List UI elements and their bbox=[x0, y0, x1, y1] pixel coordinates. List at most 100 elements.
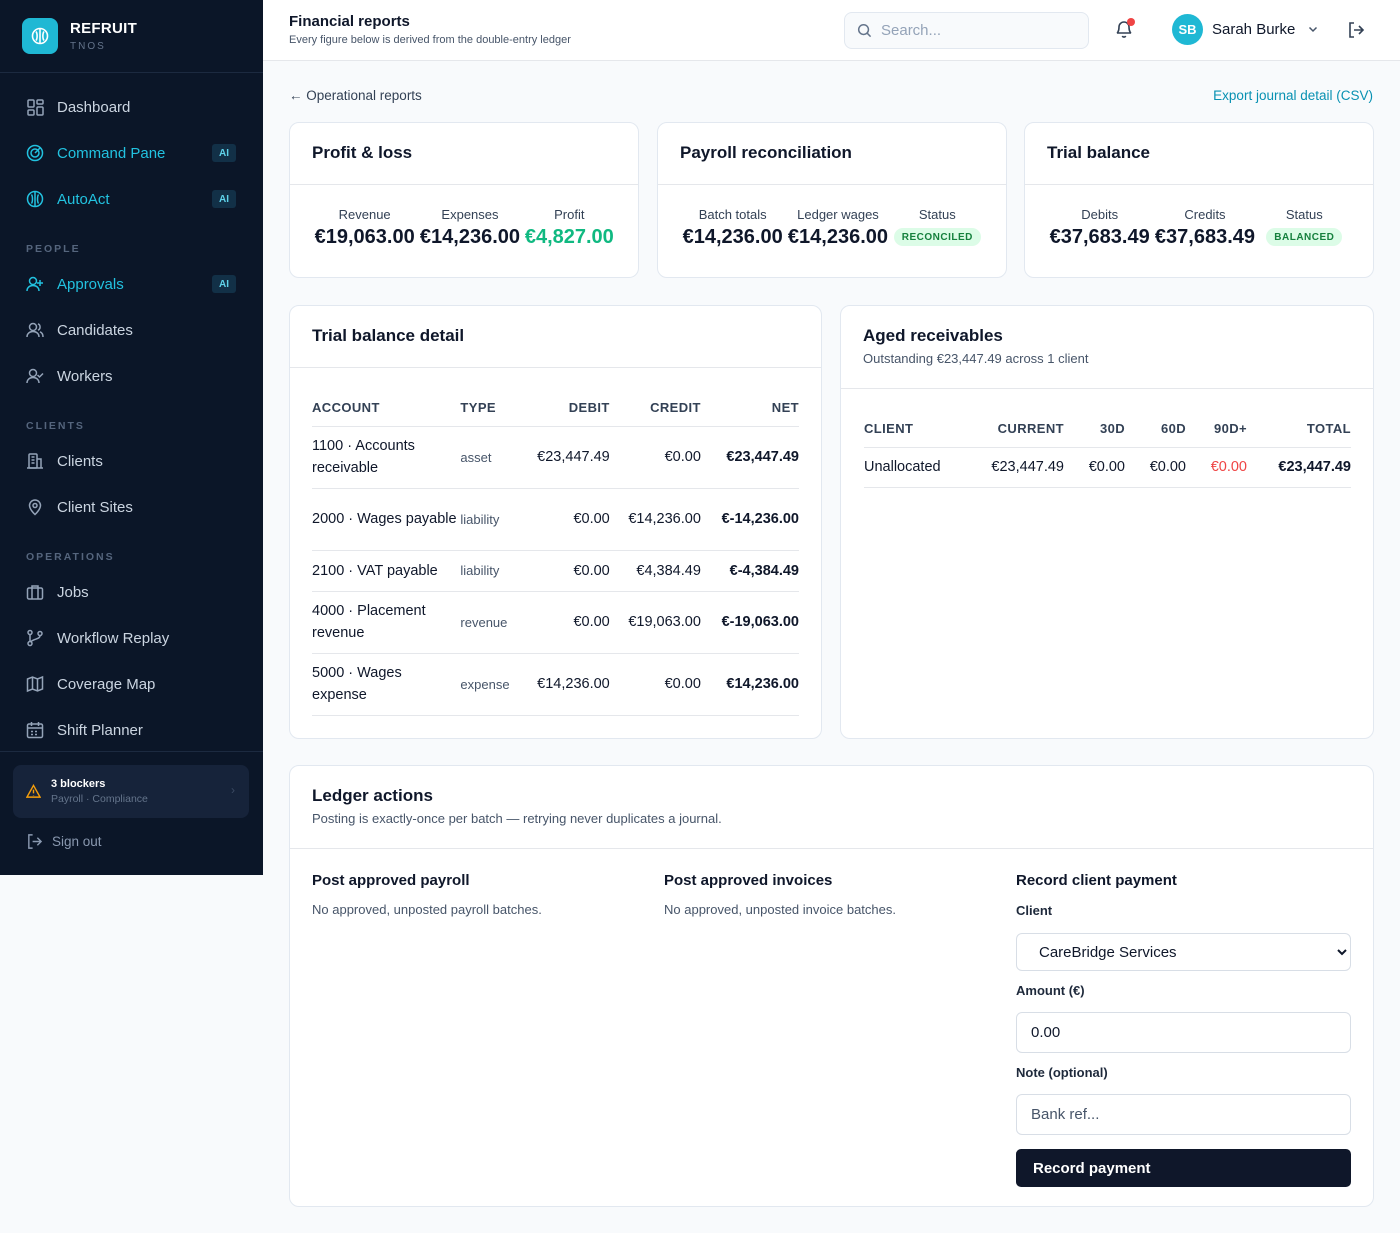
section-label-operations: OPERATIONS bbox=[26, 551, 115, 563]
status-kpi: Status RECONCILED bbox=[891, 185, 984, 249]
60d-cell: €0.00 bbox=[1125, 447, 1186, 488]
sidebar-item-candidates[interactable]: Candidates bbox=[0, 310, 263, 350]
blockers-subtitle: Payroll · Compliance bbox=[51, 793, 148, 805]
kpi-label: Batch totals bbox=[698, 207, 767, 222]
batch-totals-kpi: Batch totals €14,236.00 bbox=[680, 185, 785, 249]
status-badge: BALANCED bbox=[1266, 228, 1343, 246]
amount-input[interactable] bbox=[1016, 1012, 1351, 1053]
kpi-label: Expenses bbox=[441, 207, 499, 222]
column-header-total: TOTAL bbox=[1247, 409, 1351, 448]
command-pane-icon bbox=[26, 144, 44, 162]
notifications-button[interactable] bbox=[1114, 18, 1136, 41]
column-header-current: CURRENT bbox=[970, 409, 1064, 448]
search-box[interactable] bbox=[844, 12, 1089, 49]
card-title: Trial balance bbox=[1047, 143, 1150, 162]
type-cell: expense bbox=[460, 653, 538, 716]
calendar-icon bbox=[26, 721, 44, 739]
ai-badge: AI bbox=[212, 144, 236, 162]
empty-state-text: No approved, unposted invoice batches. bbox=[664, 902, 896, 917]
credit-cell: €0.00 bbox=[609, 426, 701, 489]
net-cell: €-14,236.00 bbox=[700, 488, 799, 551]
debit-cell: €14,236.00 bbox=[537, 653, 610, 716]
section-label-people: PEOPLE bbox=[26, 243, 81, 255]
kpi-label: Status bbox=[918, 207, 956, 222]
column-header-account: ACCOUNT bbox=[312, 388, 461, 427]
export-csv-link[interactable]: Export journal detail (CSV) bbox=[1213, 88, 1373, 103]
log-out-icon[interactable] bbox=[1346, 20, 1366, 45]
net-cell: €-19,063.00 bbox=[700, 591, 799, 654]
sidebar-item-label: Workflow Replay bbox=[57, 629, 170, 647]
table-row: 4000 · Placement revenue revenue €0.00 €… bbox=[312, 591, 799, 654]
user-name[interactable]: Sarah Burke bbox=[1212, 21, 1296, 38]
brand-subtitle: TNOS bbox=[70, 41, 106, 52]
page-subtitle: Every figure below is derived from the d… bbox=[289, 34, 571, 46]
search-input[interactable] bbox=[881, 22, 1071, 39]
debit-cell: €0.00 bbox=[537, 591, 610, 654]
sidebar-item-label: Clients bbox=[57, 452, 103, 470]
sidebar-item-command-pane[interactable]: Command Pane AI bbox=[0, 133, 263, 173]
autoact-icon bbox=[26, 190, 44, 208]
briefcase-icon bbox=[26, 583, 44, 601]
card-subtitle: Posting is exactly-once per batch — retr… bbox=[312, 811, 722, 826]
card-title: Ledger actions bbox=[312, 786, 433, 805]
table-row: 2100 · VAT payable liability €0.00 €4,38… bbox=[312, 550, 799, 592]
current-cell: €23,447.49 bbox=[970, 447, 1064, 488]
kpi-value: €14,236.00 bbox=[682, 226, 783, 248]
30d-cell: €0.00 bbox=[1064, 447, 1125, 488]
column-header-net: NET bbox=[700, 388, 799, 427]
sidebar-item-clients[interactable]: Clients bbox=[0, 441, 263, 481]
blockers-card[interactable]: 3 blockers Payroll · Compliance › bbox=[13, 765, 249, 818]
column-header-90d: 90D+ bbox=[1186, 409, 1247, 448]
sidebar-item-label: Jobs bbox=[57, 583, 89, 601]
ledger-wages-kpi: Ledger wages €14,236.00 bbox=[785, 185, 890, 249]
chevron-down-icon[interactable] bbox=[1307, 22, 1319, 40]
sidebar-item-coverage-map[interactable]: Coverage Map bbox=[0, 664, 263, 704]
section-title: Post approved invoices bbox=[664, 872, 833, 889]
warning-icon bbox=[26, 784, 41, 799]
credits-kpi: Credits €37,683.49 bbox=[1152, 185, 1257, 249]
back-link[interactable]: ← Operational reports bbox=[289, 88, 422, 103]
kpi-value: €19,063.00 bbox=[314, 226, 415, 248]
card-title: Trial balance detail bbox=[312, 326, 465, 345]
sidebar-item-workers[interactable]: Workers bbox=[0, 356, 263, 396]
sidebar-item-autoact[interactable]: AutoAct AI bbox=[0, 179, 263, 219]
kpi-label: Status bbox=[1285, 207, 1323, 222]
aged-receivables-card: Aged receivables Outstanding €23,447.49 … bbox=[840, 305, 1374, 739]
expenses-kpi: Expenses €14,236.00 bbox=[417, 185, 522, 249]
blockers-title: 3 blockers bbox=[51, 778, 106, 790]
net-cell: €14,236.00 bbox=[700, 653, 799, 716]
profit-kpi: Profit €4,827.00 bbox=[523, 185, 616, 249]
kpi-value: €4,827.00 bbox=[524, 226, 614, 248]
sidebar-item-label: AutoAct bbox=[57, 190, 110, 208]
sidebar-item-approvals[interactable]: Approvals AI bbox=[0, 264, 263, 304]
section-label-clients: CLIENTS bbox=[26, 420, 85, 432]
brand[interactable]: REFRUIT TNOS bbox=[0, 0, 263, 73]
client-select[interactable]: CareBridge Services bbox=[1016, 933, 1351, 971]
avatar[interactable]: SB bbox=[1172, 14, 1203, 45]
payroll-reconciliation-card: Payroll reconciliation Batch totals €14,… bbox=[657, 122, 1007, 278]
sign-out-button[interactable]: Sign out bbox=[26, 833, 102, 850]
account-cell: 5000 · Wages expense bbox=[312, 653, 461, 716]
sidebar-item-label: Workers bbox=[57, 367, 113, 385]
post-payroll-section: Post approved payroll No approved, unpos… bbox=[312, 872, 542, 917]
sidebar-item-workflow-replay[interactable]: Workflow Replay bbox=[0, 618, 263, 658]
column-header-client: CLIENT bbox=[864, 409, 970, 448]
sidebar-item-dashboard[interactable]: Dashboard bbox=[0, 87, 263, 127]
sidebar-item-client-sites[interactable]: Client Sites bbox=[0, 487, 263, 527]
debit-cell: €0.00 bbox=[537, 550, 610, 592]
kpi-label: Debits bbox=[1081, 207, 1119, 222]
sidebar-item-shift-planner[interactable]: Shift Planner bbox=[0, 710, 263, 750]
table-row: 2000 · Wages payable liability €0.00 €14… bbox=[312, 488, 799, 551]
sidebar: REFRUIT TNOS Dashboard Command Pane AI A… bbox=[0, 0, 263, 875]
trial-balance-card: Trial balance Debits €37,683.49 Credits … bbox=[1024, 122, 1374, 278]
type-cell: liability bbox=[460, 488, 538, 551]
sidebar-item-label: Coverage Map bbox=[57, 675, 156, 693]
map-pin-icon bbox=[26, 498, 44, 516]
sidebar-item-jobs[interactable]: Jobs bbox=[0, 572, 263, 612]
client-label: Client bbox=[1016, 903, 1053, 918]
kpi-label: Ledger wages bbox=[797, 207, 879, 222]
debit-cell: €23,447.49 bbox=[537, 426, 610, 489]
note-input[interactable] bbox=[1016, 1094, 1351, 1135]
card-title: Aged receivables bbox=[863, 326, 1003, 345]
record-payment-button[interactable]: Record payment bbox=[1016, 1149, 1351, 1187]
